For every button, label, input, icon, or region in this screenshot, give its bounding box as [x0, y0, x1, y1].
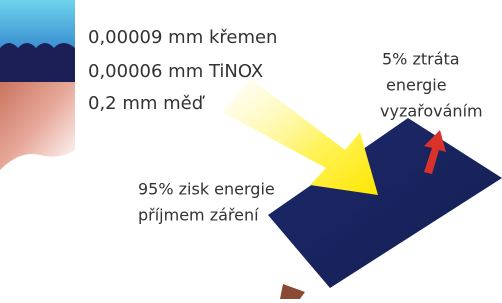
pipe [280, 284, 305, 299]
gain-label: příjmem záření [138, 206, 259, 225]
copper-layer [0, 80, 75, 170]
layer-label: 0,00006 mm TiNOX [88, 61, 263, 82]
layer-label: 0,2 mm měď [88, 93, 206, 114]
layer-strip [0, 0, 75, 170]
layer-label: 0,00009 mm křemen [88, 27, 277, 48]
gain-label: 95% zisk energie [138, 180, 275, 199]
tinox-layer [0, 43, 75, 82]
loss-label: 5% ztráta [382, 50, 460, 69]
page: 0,00009 mm křemen 0,00006 mm TiNOX 0,2 m… [0, 0, 502, 299]
quartz-layer [0, 0, 75, 48]
loss-label: vyzařováním [380, 102, 483, 121]
incoming-arrow [222, 78, 378, 195]
diagram: 0,00009 mm křemen 0,00006 mm TiNOX 0,2 m… [0, 0, 502, 299]
loss-label: energie [386, 76, 447, 95]
